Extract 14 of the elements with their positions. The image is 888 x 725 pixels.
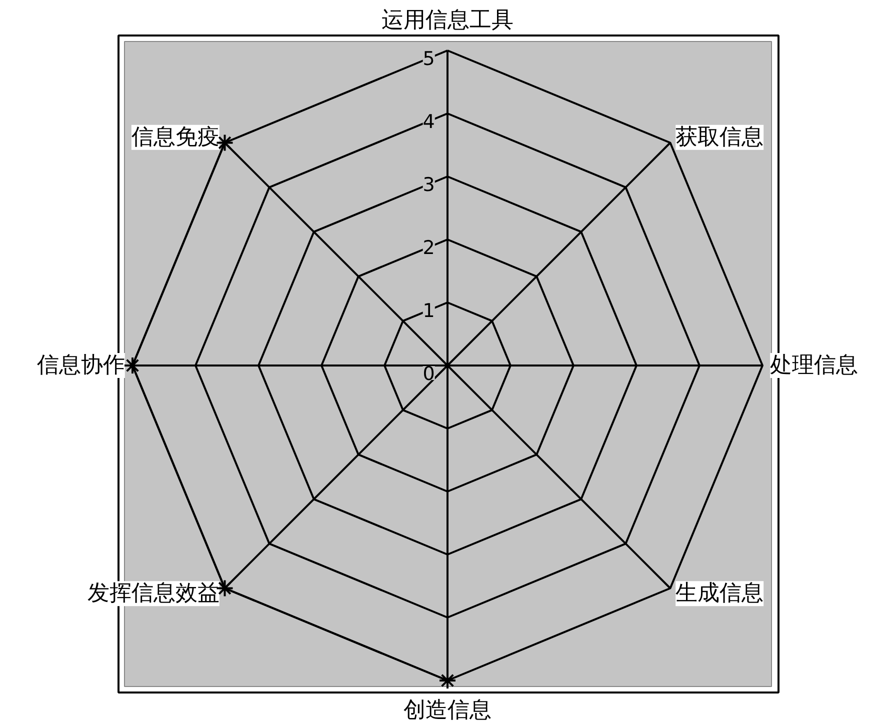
y-tick-label: 3 (422, 174, 435, 196)
y-tick-label: 1 (422, 300, 435, 322)
spoke-label: 获取信息 (676, 124, 764, 150)
spoke-label: 发挥信息效益 (87, 581, 220, 606)
spoke-label: 生成信息 (676, 581, 764, 606)
y-tick-label: 5 (422, 48, 435, 70)
y-tick-label: 2 (422, 237, 435, 260)
y-tick-label: 4 (422, 111, 435, 134)
spoke-label: 信息免疫 (131, 124, 220, 150)
spoke-label: 处理信息 (770, 353, 858, 378)
spoke-label: 创造信息 (404, 698, 492, 724)
spoke-label: 信息协作 (36, 353, 125, 378)
spoke-label: 运用信息工具 (382, 8, 514, 33)
y-tick-label: 0 (422, 363, 435, 386)
